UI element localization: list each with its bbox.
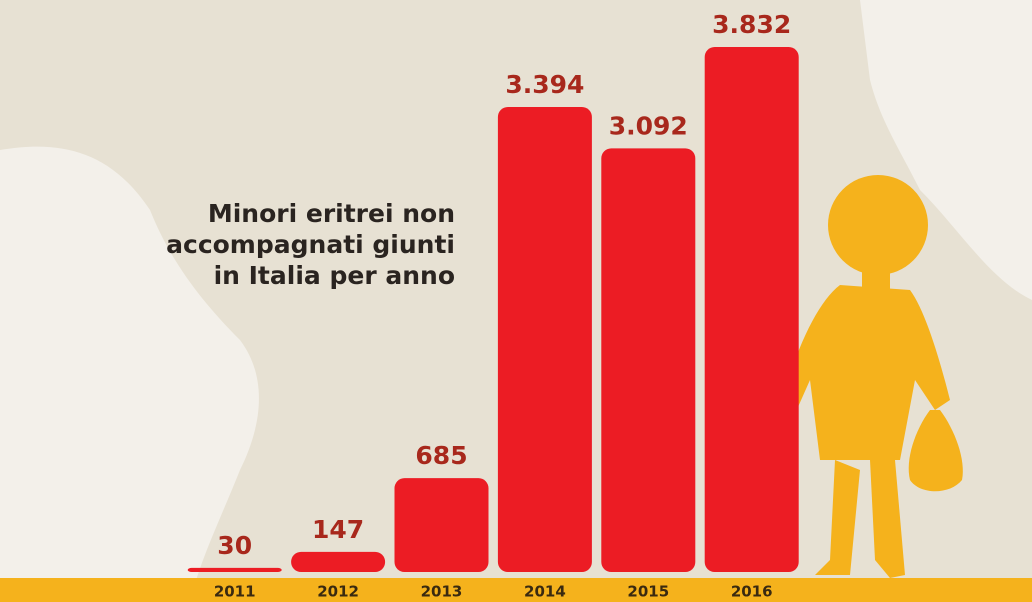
chart-title: Minori eritrei non accompagnati giunti i… (166, 199, 455, 290)
ocean (860, 0, 1032, 300)
year-strip (0, 578, 1032, 602)
x-tick-label: 2013 (421, 583, 463, 601)
x-tick-label: 2012 (317, 583, 359, 601)
x-tick-label: 2016 (731, 583, 773, 601)
x-tick-label: 2011 (214, 583, 256, 601)
value-label: 147 (312, 515, 364, 544)
value-label: 685 (415, 441, 467, 470)
x-tick-label: 2014 (524, 583, 566, 601)
value-label: 3.394 (505, 70, 584, 99)
value-label: 3.092 (609, 111, 688, 140)
value-label: 30 (217, 531, 252, 560)
x-tick-label: 2015 (627, 583, 669, 601)
bar (601, 148, 696, 572)
value-label: 3.832 (712, 10, 791, 39)
bar (704, 47, 799, 572)
child-silhouette (770, 175, 963, 578)
bar (497, 107, 592, 573)
bar (291, 551, 386, 572)
ocean (0, 146, 259, 602)
bar (187, 567, 282, 572)
bar (394, 478, 489, 572)
